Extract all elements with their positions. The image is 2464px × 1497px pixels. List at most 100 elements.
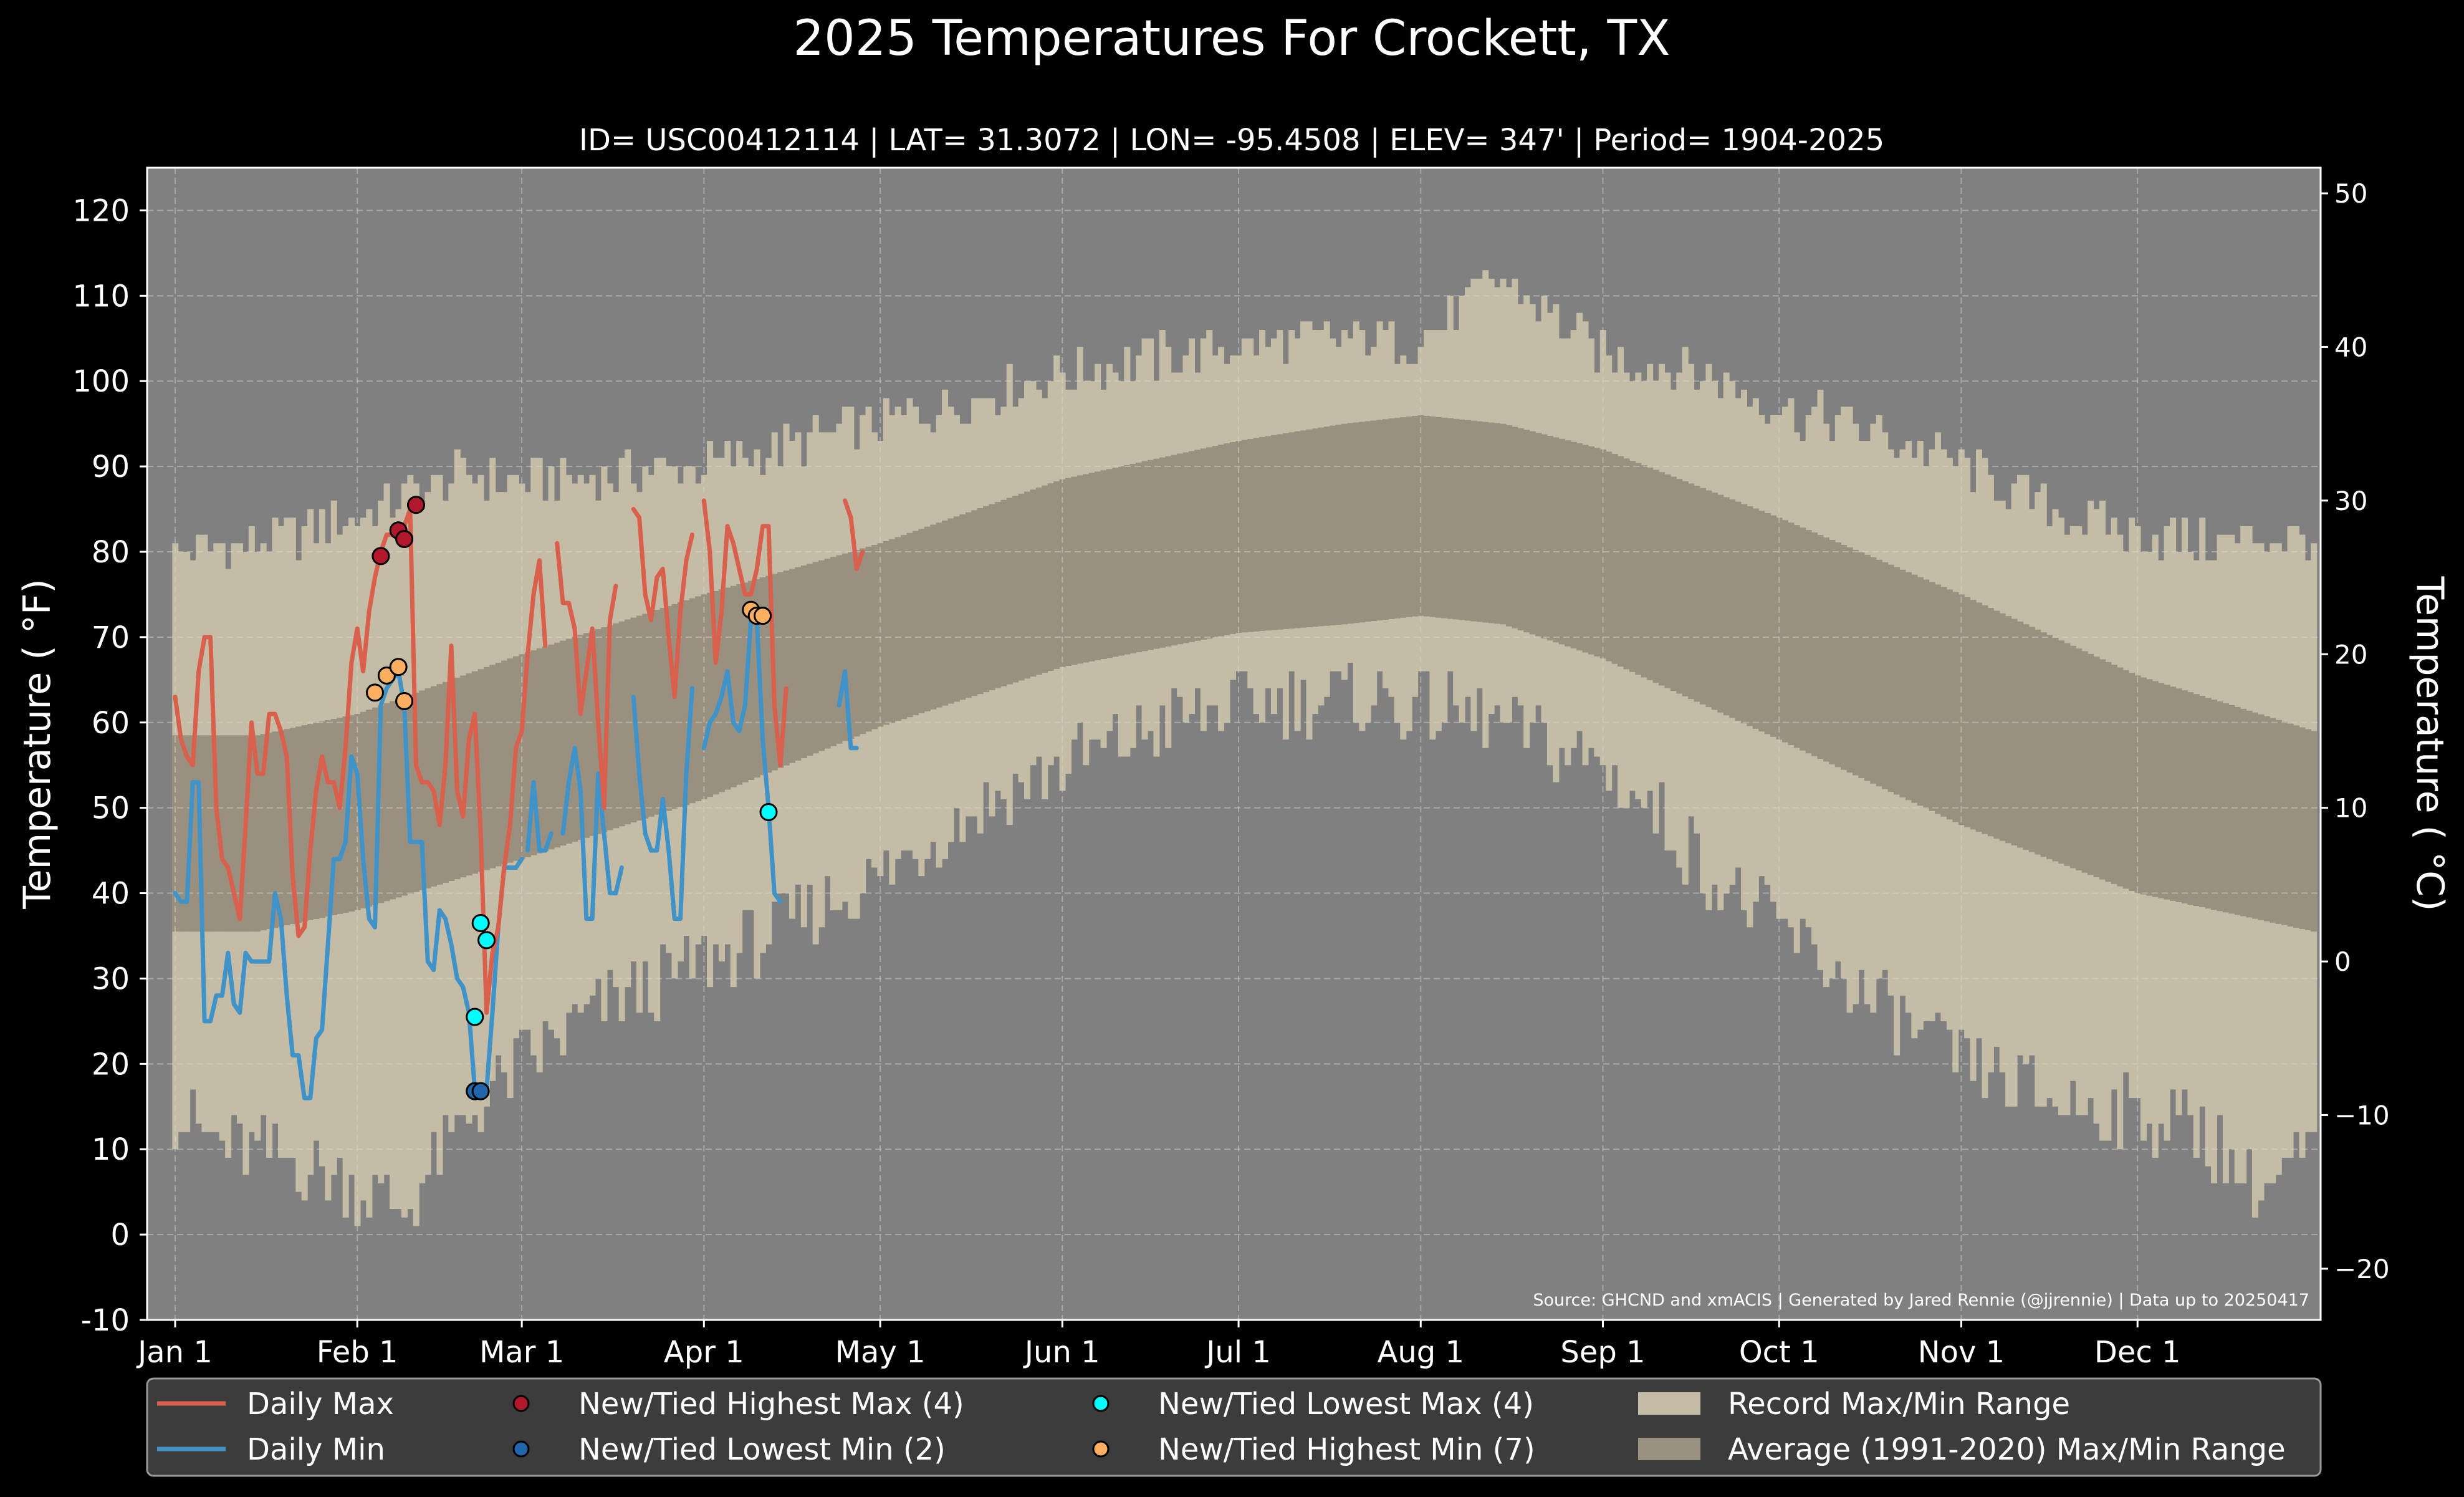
- normal-range-bar: [800, 565, 807, 759]
- y-tick-label-right: −10: [2334, 1100, 2390, 1130]
- normal-range-bar: [1318, 427, 1325, 627]
- normal-range-bar: [1717, 494, 1724, 713]
- normal-range-bar: [1224, 443, 1230, 635]
- normal-range-bar: [1723, 497, 1730, 716]
- normal-range-bar: [853, 550, 860, 737]
- normal-range-bar: [1018, 493, 1025, 681]
- x-tick-label: Sep 1: [1560, 1335, 1645, 1370]
- normal-range-bar: [759, 577, 766, 776]
- normal-range-bar: [2311, 731, 2318, 932]
- normal-range-bar: [683, 600, 690, 806]
- normal-range-bar: [1294, 431, 1301, 628]
- normal-range-bar: [1846, 547, 1853, 773]
- normal-range-bar: [2146, 679, 2153, 896]
- normal-range-bar: [2199, 696, 2206, 908]
- normal-range-bar: [1993, 610, 2000, 839]
- normal-range-bar: [1905, 572, 1912, 801]
- normal-range-bar: [1776, 517, 1783, 740]
- normal-range-bar: [1417, 415, 1424, 616]
- daily-min-line: [560, 746, 624, 922]
- y-tick-label-left: 60: [92, 706, 130, 741]
- normal-range-bar: [1200, 448, 1207, 640]
- normal-range-bar: [1311, 428, 1318, 627]
- normal-range-bar: [2005, 616, 2012, 844]
- normal-range-bar: [1694, 486, 1700, 702]
- normal-range-bar: [2299, 727, 2306, 930]
- normal-range-bar: [1641, 465, 1647, 678]
- legend-swatch-dot: [1092, 1395, 1110, 1412]
- normal-range-bar: [2052, 637, 2059, 862]
- daily-max-line: [631, 507, 694, 700]
- normal-range-bar: [2293, 725, 2300, 928]
- normal-range-bar: [642, 614, 649, 819]
- normal-range-bar: [2228, 705, 2235, 914]
- normal-range-bar: [1800, 527, 1806, 751]
- normal-range-bar: [677, 602, 684, 807]
- normal-range-bar: [1876, 559, 1882, 787]
- normal-range-bar: [1400, 417, 1407, 618]
- normal-range-bar: [830, 557, 837, 746]
- normal-range-bar: [477, 669, 484, 872]
- normal-range-bar: [2240, 708, 2247, 917]
- y-tick-label-left: 40: [92, 877, 130, 912]
- normal-range-bar: [2164, 685, 2170, 900]
- normal-range-bar: [618, 621, 625, 827]
- normal-range-bar: [701, 594, 707, 799]
- normal-range-bar: [1277, 434, 1283, 630]
- normal-range-bar: [1441, 417, 1448, 619]
- normal-range-bar: [906, 532, 913, 718]
- normal-range-bar: [2222, 703, 2229, 913]
- record-marker: [471, 913, 490, 932]
- normal-range-bar: [2058, 640, 2065, 864]
- normal-range-bar: [1535, 433, 1542, 637]
- normal-range-bar: [2069, 645, 2076, 869]
- legend-swatch-box: [1638, 1392, 1700, 1415]
- normal-range-bar: [1100, 470, 1107, 660]
- normal-range-bar: [877, 543, 884, 727]
- normal-range-bar: [1517, 428, 1524, 631]
- normal-range-bar: [971, 510, 978, 696]
- normal-range-bar: [1764, 513, 1771, 734]
- normal-range-bar: [777, 572, 784, 768]
- legend-label: Record Max/Min Range: [1728, 1387, 2070, 1422]
- normal-range-bar: [1576, 443, 1583, 651]
- normal-range-bar: [1546, 435, 1553, 641]
- x-tick-label: Mar 1: [479, 1335, 564, 1370]
- normal-range-bar: [1917, 577, 1924, 806]
- normal-range-bar: [460, 675, 467, 878]
- record-marker: [395, 692, 414, 711]
- normal-range-bar: [901, 535, 908, 720]
- normal-range-bar: [583, 633, 590, 838]
- normal-range-bar: [648, 612, 654, 817]
- legend-items: Daily Max Daily Min New/Tied Highest Max (…: [157, 1387, 2286, 1467]
- normal-range-bar: [2205, 698, 2212, 909]
- normal-range-bar: [313, 723, 320, 920]
- normal-range-bar: [983, 506, 990, 692]
- normal-range-bar: [178, 735, 185, 932]
- normal-range-bar: [2088, 653, 2094, 875]
- normal-range-bar: [536, 648, 543, 854]
- y-tick-label-right: 50: [2334, 178, 2367, 209]
- normal-range-bar: [1823, 537, 1829, 762]
- normal-range-bar: [1512, 426, 1518, 628]
- normal-range-bar: [1042, 485, 1048, 673]
- normal-range-bar: [1635, 463, 1642, 675]
- normal-range-bar: [2134, 675, 2141, 893]
- normal-range-bar: [824, 558, 831, 749]
- normal-range-bar: [436, 684, 443, 885]
- normal-range-bar: [936, 522, 942, 708]
- normal-range-bar: [1159, 457, 1166, 648]
- normal-range-bar: [1306, 429, 1313, 627]
- normal-range-bar: [871, 545, 878, 729]
- y-tick-label-left: 50: [92, 791, 130, 826]
- normal-range-bar: [1887, 564, 1894, 792]
- normal-range-bar: [472, 671, 479, 874]
- normal-range-bar: [654, 610, 661, 815]
- normal-range-bar: [589, 631, 596, 836]
- normal-range-bar: [307, 724, 314, 921]
- normal-range-bar: [1270, 435, 1277, 630]
- normal-range-bar: [625, 619, 631, 825]
- normal-range-bar: [865, 546, 872, 732]
- normal-range-bar: [1371, 420, 1378, 622]
- normal-range-bar: [1729, 499, 1736, 718]
